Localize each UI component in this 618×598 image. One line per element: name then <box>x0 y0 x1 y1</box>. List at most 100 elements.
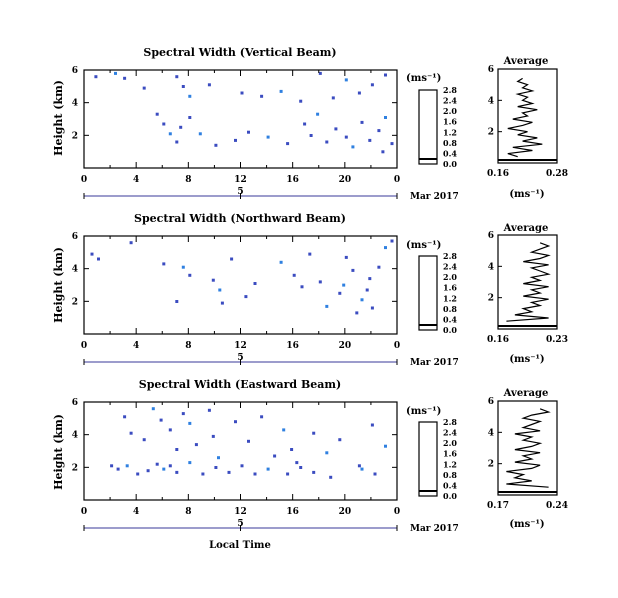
data-cell <box>240 464 244 468</box>
avg-profile-line <box>506 408 551 488</box>
chart-title: Spectral Width (Northward Beam) <box>134 212 346 225</box>
y-tick-label: 4 <box>72 99 78 109</box>
colorbar-tick-label: 1.2 <box>443 293 457 303</box>
data-cell <box>129 241 133 245</box>
plot-frame <box>83 69 398 169</box>
data-cell <box>325 140 329 144</box>
x-tick-label: 16 <box>286 341 299 351</box>
data-cell <box>211 278 215 282</box>
data-cell <box>325 451 329 455</box>
data-cell <box>114 71 117 75</box>
data-cell <box>381 150 385 154</box>
data-cell <box>198 132 202 136</box>
avg-y-tick-label: 2 <box>488 460 494 470</box>
x-tick-label: 12 <box>234 507 247 517</box>
panel-vertical-beam: Spectral Width (Vertical Beam) Height (k… <box>52 46 568 202</box>
data-cell <box>220 301 224 305</box>
date-mid-label: 5 <box>237 187 243 197</box>
data-cell <box>136 472 140 476</box>
data-cell <box>188 94 192 98</box>
data-cell <box>90 252 94 256</box>
data-cell <box>110 464 114 468</box>
data-cell <box>370 306 374 310</box>
x-tick-label: 0 <box>394 507 400 517</box>
x-tick-label: 0 <box>81 341 87 351</box>
data-cell <box>247 130 250 134</box>
date-label: Mar 2017 <box>410 358 459 368</box>
x-tick-label: 12 <box>234 175 247 185</box>
avg-profile-line <box>507 77 543 158</box>
data-cell <box>217 456 220 460</box>
colorbar-tick-label: 2.8 <box>443 417 457 427</box>
data-cell <box>338 291 342 295</box>
data-cell <box>377 129 381 133</box>
data-cell <box>370 423 374 427</box>
data-cell <box>116 467 120 471</box>
data-cell <box>360 467 364 471</box>
data-cell <box>377 265 381 269</box>
colorbar-tick-label: 1.6 <box>443 117 457 127</box>
data-cell <box>211 434 215 438</box>
avg-profile-line <box>506 242 551 322</box>
y-tick-label: 6 <box>72 66 78 76</box>
colorbar-tick-label: 0.4 <box>443 314 457 324</box>
data-cell <box>279 89 283 93</box>
data-cell <box>175 470 179 474</box>
data-cell <box>309 134 313 137</box>
data-cell <box>175 448 179 451</box>
data-cell <box>181 265 185 269</box>
data-cell <box>201 472 205 476</box>
x-tick-label: 0 <box>81 175 87 185</box>
data-cell <box>384 116 387 119</box>
data-cell <box>384 246 387 250</box>
data-cell <box>240 91 244 95</box>
plot-frame <box>83 401 398 501</box>
colorbar-unit: (ms⁻¹) <box>406 240 441 251</box>
date-label: Mar 2017 <box>410 192 459 202</box>
chart-title: Spectral Width (Eastward Beam) <box>139 378 341 391</box>
data-cell <box>390 239 394 243</box>
x-axis-label: Local Time <box>209 540 271 551</box>
avg-x-tick-label: 0.17 <box>487 501 509 511</box>
x-tick-label: 16 <box>286 175 299 185</box>
colorbar-tick-label: 2.4 <box>443 262 457 272</box>
data-cell <box>300 285 304 289</box>
data-cell <box>244 295 248 299</box>
data-cell <box>146 469 150 473</box>
data-cell <box>162 122 166 126</box>
colorbar-tick-label: 2.8 <box>443 85 457 95</box>
y-tick-label: 4 <box>72 265 78 275</box>
colorbar-frame <box>418 421 438 497</box>
data-cell <box>282 428 286 432</box>
data-cell <box>123 76 127 80</box>
data-cell <box>151 407 155 411</box>
y-axis-label: Height (km) <box>52 247 65 323</box>
data-cell <box>295 461 299 465</box>
colorbar-unit: (ms⁻¹) <box>406 73 441 84</box>
x-tick-label: 4 <box>133 175 139 185</box>
x-tick-label: 20 <box>339 507 352 517</box>
colorbar-frame <box>418 255 438 331</box>
data-cell <box>351 145 355 149</box>
data-cell <box>179 125 183 129</box>
avg-x-tick-label: 0.16 <box>487 169 509 179</box>
data-cell <box>384 73 387 77</box>
colorbar-tick-label: 0.8 <box>443 470 457 480</box>
data-cell <box>188 116 192 119</box>
data-cell <box>334 127 338 131</box>
data-cell <box>373 472 377 476</box>
colorbar-tick-label: 2.0 <box>443 106 457 116</box>
data-cell <box>207 83 211 87</box>
y-tick-label: 2 <box>72 297 78 307</box>
avg-y-tick-label: 2 <box>488 128 494 138</box>
data-cell <box>329 475 333 479</box>
colorbar-tick-label: 2.0 <box>443 272 457 282</box>
data-cell <box>351 268 355 272</box>
colorbar-tick-label: 0.8 <box>443 138 457 148</box>
data-cell <box>227 470 231 474</box>
data-cell <box>129 431 133 435</box>
data-cell <box>316 112 320 116</box>
data-cell <box>181 412 185 416</box>
data-cell <box>125 464 129 468</box>
data-cell <box>188 461 192 465</box>
